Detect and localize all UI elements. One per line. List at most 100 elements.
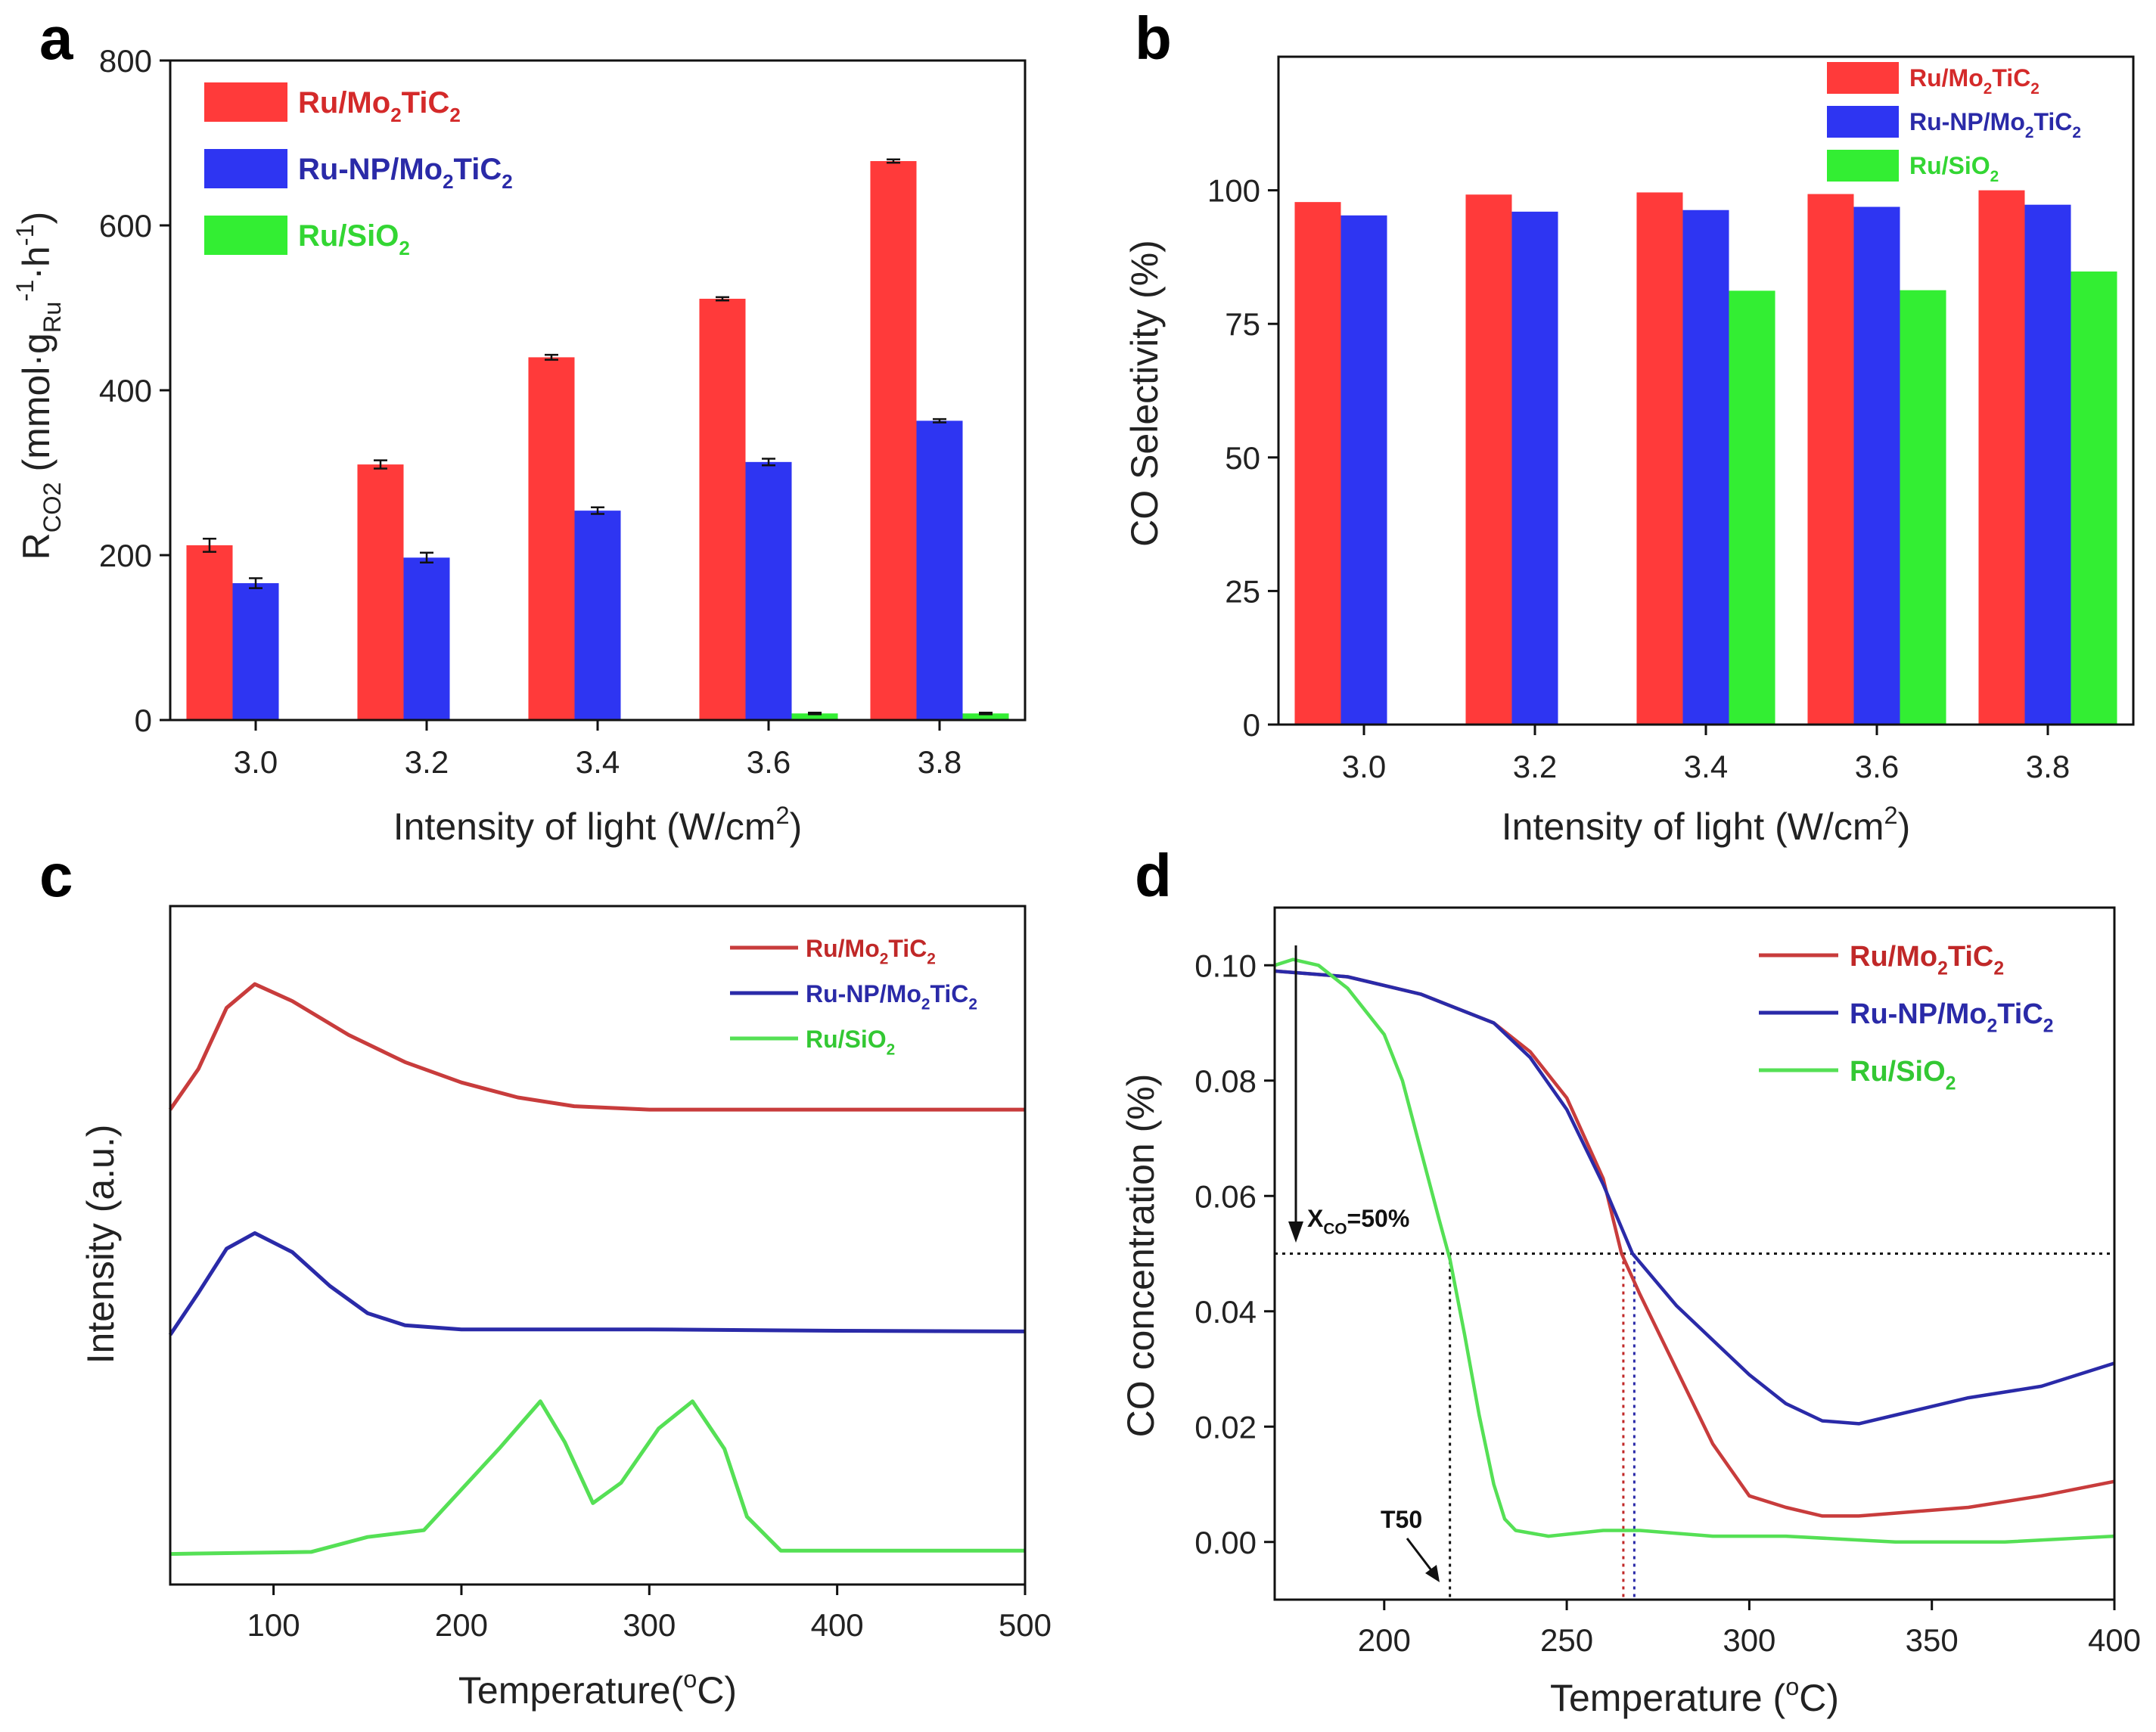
y-tick-label: 0.08 (1194, 1063, 1257, 1099)
y-tick-label: 75 (1225, 306, 1260, 342)
bar (1853, 206, 1900, 725)
bar (916, 421, 963, 720)
bar (528, 357, 575, 720)
y-tick-label: 50 (1225, 440, 1260, 476)
y-tick-label: 0.04 (1194, 1294, 1257, 1330)
x-tick-label: 250 (1540, 1622, 1593, 1658)
y-tick-label: 0.02 (1194, 1409, 1257, 1445)
plot-frame (169, 905, 1027, 1586)
panel-letter-a: a (39, 5, 73, 72)
x-tick-label: 3.8 (2026, 749, 2070, 784)
legend-swatch (204, 149, 287, 188)
y-tick-label: 0.00 (1194, 1525, 1257, 1560)
bar (357, 464, 404, 720)
legend-label: Ru/SiO2 (298, 219, 410, 259)
bar (870, 160, 917, 721)
panel-letter-b: b (1135, 5, 1172, 72)
y-axis-label: CO Selectivity (%) (1123, 240, 1166, 547)
bar (186, 545, 233, 720)
plot-frame (169, 59, 1027, 722)
x-tick-label: 300 (623, 1607, 676, 1643)
x-tick-label: 3.8 (918, 744, 962, 780)
x-tick-label: 300 (1723, 1622, 1775, 1658)
bar (2071, 271, 2117, 725)
x-tick-label: 3.2 (405, 744, 449, 780)
bar (574, 511, 621, 720)
series-line (1274, 958, 2115, 1544)
bar (1636, 192, 1683, 725)
x-axis-label: Intensity of light (W/cm2) (1502, 802, 1910, 848)
xco-arrow-head (1288, 1221, 1303, 1243)
y-tick-label: 0.06 (1194, 1178, 1257, 1214)
bar (1341, 215, 1387, 725)
bar (232, 583, 279, 720)
y-tick-label: 200 (99, 538, 152, 573)
series-line (1274, 969, 2115, 1426)
plot-frame (1273, 906, 2116, 1601)
legend-label: Ru/SiO2 (806, 1026, 895, 1059)
legend-swatch (204, 82, 287, 122)
legend-label: Ru/Mo2TiC2 (298, 86, 461, 126)
bar (1465, 194, 1512, 725)
y-tick-label: 0 (135, 703, 152, 738)
panel-b-bar-chart: 0 25 50 75 100 3.0 3.2 3.4 3.6 3.8 Ru/Mo2TiC2 Ru-NP… (1123, 55, 2135, 848)
legend-label: Ru-NP/Mo2TiC2 (806, 980, 977, 1013)
legend-label: Ru-NP/Mo2TiC2 (1909, 108, 2081, 141)
x-axis-label: Temperature(oC) (458, 1665, 737, 1712)
xco-label: XCO=50% (1307, 1205, 1409, 1238)
panel-a-bar-chart: 0 200 400 600 800 3.0 3.2 3.4 3.6 3.8 Ru/Mo2TiC2 Ru… (11, 43, 1027, 848)
bar (1511, 211, 1558, 725)
x-tick-label: 200 (1358, 1622, 1411, 1658)
series-line (1274, 969, 2115, 1518)
legend-swatch (1827, 106, 1899, 138)
legend-swatch (204, 216, 287, 255)
y-tick-label: 400 (99, 373, 152, 408)
bar (1807, 194, 1854, 725)
legend-label: Ru/Mo2TiC2 (806, 935, 936, 968)
legend-label: Ru-NP/Mo2TiC2 (1850, 998, 2054, 1036)
x-axis-label: Intensity of light (W/cm2) (393, 802, 802, 848)
bar (1729, 290, 1775, 725)
t50-arrow-head (1425, 1565, 1440, 1582)
x-tick-label: 400 (2088, 1622, 2141, 1658)
t50-label: T50 (1381, 1506, 1422, 1533)
y-axis-label: Intensity (a.u.) (79, 1125, 122, 1364)
x-tick-label: 3.6 (1855, 749, 1899, 784)
panel-c-line-chart: 100 200 300 400 500 Ru/Mo2TiC2 Ru-NP/Mo2TiC2 Ru… (79, 905, 1052, 1712)
series-line (169, 1399, 1025, 1557)
series-line (168, 982, 1025, 1112)
bar (791, 713, 838, 720)
x-tick-label: 3.0 (1342, 749, 1386, 784)
bar (699, 299, 746, 720)
legend-label: Ru-NP/Mo2TiC2 (298, 153, 513, 193)
panel-d-line-chart: 0.00 0.02 0.04 0.06 0.08 0.10 200 250 300 350 400 X… (1120, 906, 2141, 1719)
x-tick-label: 500 (999, 1607, 1052, 1643)
legend-label: Ru/SiO2 (1909, 152, 1999, 185)
x-tick-label: 3.4 (576, 744, 620, 780)
x-tick-label: 3.2 (1513, 749, 1557, 784)
legend-label: Ru/Mo2TiC2 (1850, 941, 2004, 979)
y-axis-label: CO concentration (%) (1120, 1074, 1162, 1438)
bar (1900, 290, 1946, 725)
x-tick-label: 100 (247, 1607, 300, 1643)
legend-label: Ru/SiO2 (1850, 1056, 1956, 1094)
y-tick-label: 0.10 (1194, 948, 1257, 983)
bar (962, 713, 1009, 720)
panel-letter-c: c (39, 842, 73, 909)
x-tick-label: 350 (1906, 1622, 1959, 1658)
legend-swatch (1827, 62, 1899, 94)
x-tick-label: 3.4 (1684, 749, 1728, 784)
plot-frame (1277, 55, 2135, 726)
x-tick-label: 400 (811, 1607, 864, 1643)
bar (1978, 190, 2025, 725)
y-axis-label: RCO2 (mmol·gRu-1·h-1) (11, 212, 66, 560)
x-tick-label: 3.0 (234, 744, 278, 780)
x-tick-label: 3.6 (747, 744, 791, 780)
bar (2024, 204, 2071, 725)
x-axis-label: Temperature (oC) (1550, 1673, 1839, 1719)
bar (403, 557, 450, 720)
y-tick-label: 100 (1207, 173, 1260, 209)
y-tick-label: 0 (1243, 707, 1260, 743)
t50-arrow-shaft (1406, 1538, 1435, 1574)
